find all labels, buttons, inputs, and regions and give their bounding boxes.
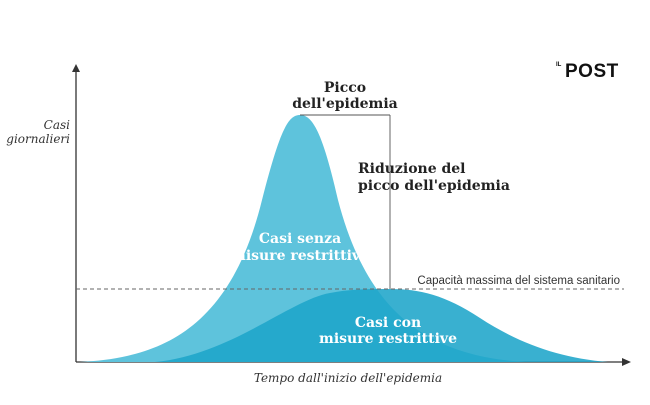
peak-label-line1: Picco xyxy=(324,80,366,96)
with-measures-label-line1: Casi con xyxy=(355,315,421,331)
y-axis-arrow xyxy=(72,64,80,72)
with-measures-label-line2: misure restrittive xyxy=(319,331,457,347)
no-measures-label-line2: misure restrittive xyxy=(231,248,369,264)
x-axis-label: Tempo dall'inizio dell'epidemia xyxy=(254,371,442,385)
x-axis-arrow xyxy=(622,358,631,366)
reduction-label-line1: Riduzione del xyxy=(358,161,466,177)
logo-prefix: IL xyxy=(556,62,562,68)
logo-name: POST xyxy=(565,61,619,82)
capacity-label: Capacità massima del sistema sanitario xyxy=(417,275,620,287)
il-post-logo: IL POST xyxy=(556,61,619,82)
curve-with-measures xyxy=(155,289,608,362)
no-measures-label-line1: Casi senza xyxy=(259,231,341,247)
peak-label-line2: dell'epidemia xyxy=(292,96,398,112)
y-axis-label-line1: Casi xyxy=(44,118,70,132)
reduction-label-line2: picco dell'epidemia xyxy=(358,178,510,194)
curve-no-measures xyxy=(80,115,525,362)
y-axis-label-line2: giornalieri xyxy=(6,132,70,146)
